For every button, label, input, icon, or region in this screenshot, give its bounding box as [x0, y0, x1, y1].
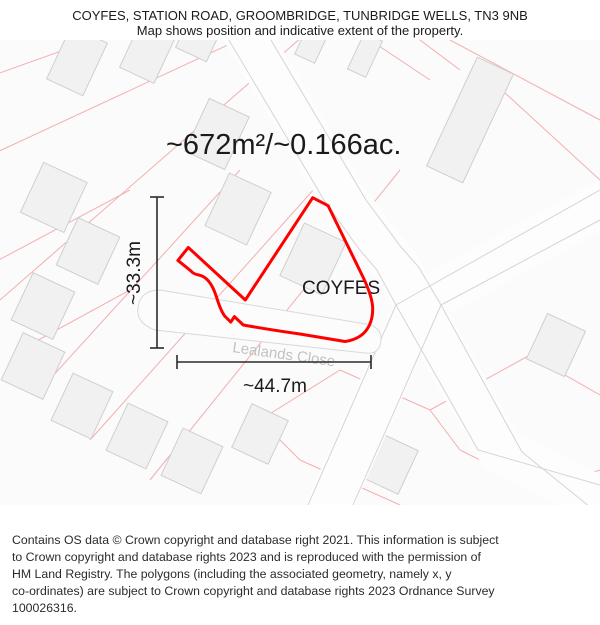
svg-text:~33.3m: ~33.3m	[124, 241, 145, 305]
svg-text:~672m²/~0.166ac.: ~672m²/~0.166ac.	[166, 129, 401, 161]
svg-text:~44.7m: ~44.7m	[243, 376, 307, 397]
